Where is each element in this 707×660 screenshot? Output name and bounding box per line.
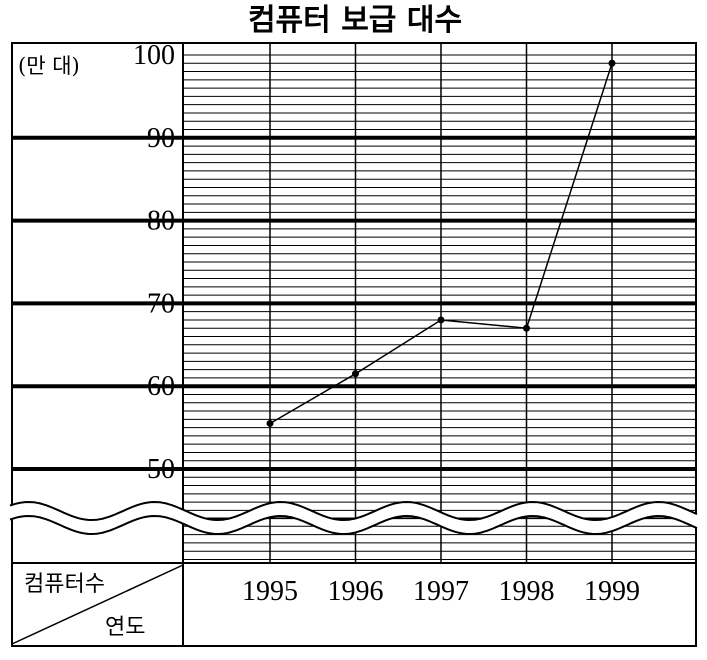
grid-lines	[12, 43, 696, 563]
y-tick-label: 100	[133, 40, 175, 71]
chart-frame	[11, 42, 697, 647]
data-point	[437, 316, 445, 324]
y-tick-label: 80	[147, 206, 175, 237]
table-header-top-label: 컴퓨터수	[24, 572, 105, 597]
y-tick-label: 90	[147, 123, 175, 154]
x-tick-label: 1995	[242, 576, 298, 607]
y-tick-labels: 100 90 80 70 60 50	[133, 40, 175, 485]
data-point	[352, 370, 359, 378]
axis-break-wave	[9, 500, 698, 536]
y-tick-label: 60	[147, 371, 175, 402]
x-tick-labels: 1995 1996 1997 1998 1999	[242, 576, 640, 607]
y-axis-unit-label: (만 대)	[18, 54, 80, 78]
series-line	[266, 59, 616, 427]
data-point	[523, 324, 530, 332]
x-tick-label: 1996	[328, 576, 384, 607]
y-tick-label: 50	[147, 454, 175, 485]
x-tick-label: 1997	[413, 576, 469, 607]
chart-title: 컴퓨터 보급 대수	[248, 3, 462, 38]
x-tick-label: 1999	[584, 576, 640, 607]
y-tick-label: 70	[147, 288, 175, 319]
x-tick-label: 1998	[499, 576, 555, 607]
table-header-bottom-label: 연도	[105, 615, 145, 640]
data-point	[266, 419, 274, 427]
data-point	[608, 59, 616, 67]
